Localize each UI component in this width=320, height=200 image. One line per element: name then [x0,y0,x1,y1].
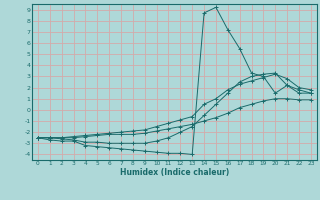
X-axis label: Humidex (Indice chaleur): Humidex (Indice chaleur) [120,168,229,177]
